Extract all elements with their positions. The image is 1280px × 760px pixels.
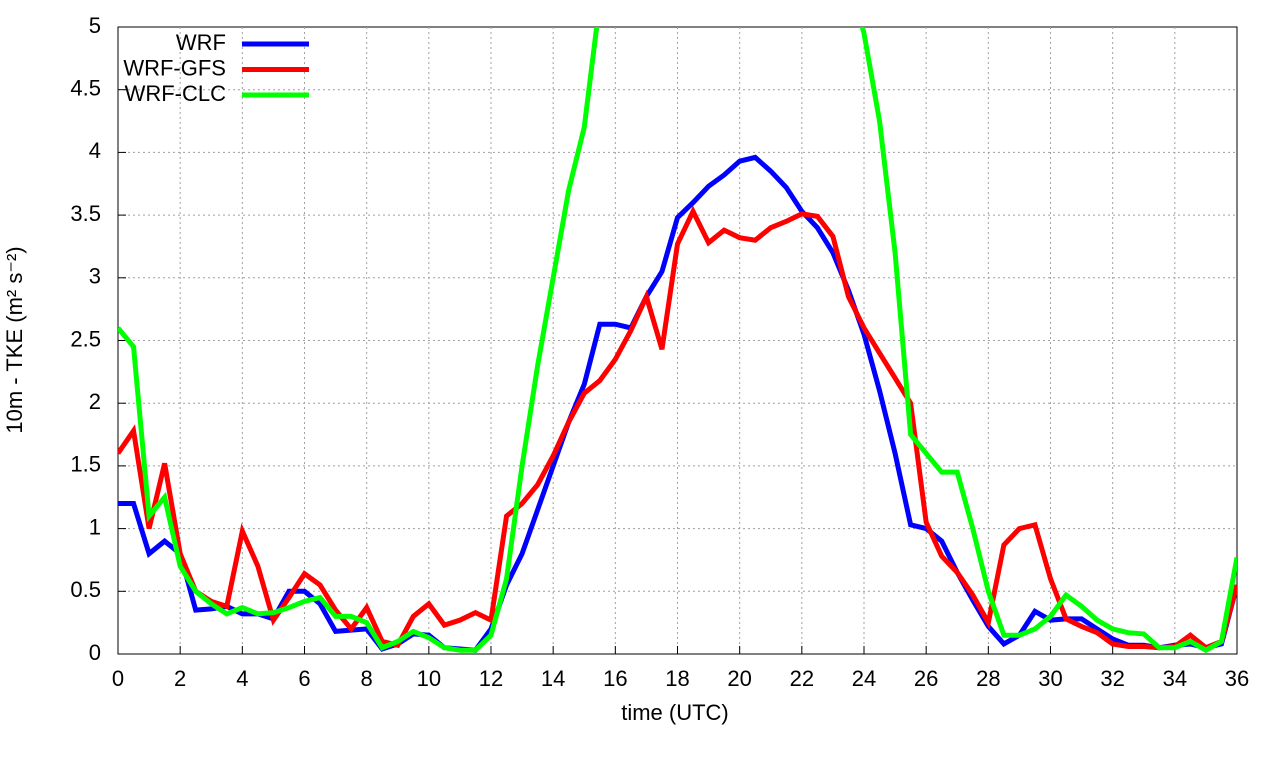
x-tick-label: 10: [417, 666, 441, 691]
legend-label: WRF-CLC: [125, 81, 227, 106]
x-tick-label: 0: [112, 666, 124, 691]
legend-label: WRF-GFS: [123, 55, 226, 80]
y-tick-label: 0: [89, 640, 101, 665]
x-tick-label: 36: [1225, 666, 1249, 691]
y-tick-label: 3.5: [70, 201, 101, 226]
y-tick-label: 3: [89, 264, 101, 289]
x-tick-label: 16: [603, 666, 627, 691]
x-tick-label: 22: [790, 666, 814, 691]
y-tick-label: 5: [89, 13, 101, 38]
x-tick-label: 24: [852, 666, 876, 691]
x-tick-label: 8: [361, 666, 373, 691]
x-tick-label: 14: [541, 666, 565, 691]
x-tick-label: 6: [298, 666, 310, 691]
data-line: [118, 27, 1237, 654]
y-axis-label: 10m - TKE (m² s⁻²): [2, 246, 27, 433]
x-tick-label: 34: [1163, 666, 1187, 691]
y-tick-label: 2.5: [70, 326, 101, 351]
y-tick-label: 4.5: [70, 76, 101, 101]
y-tick-label: 4: [89, 138, 101, 163]
x-tick-label: 4: [236, 666, 248, 691]
data-line: [118, 205, 1237, 651]
x-tick-label: 20: [727, 666, 751, 691]
x-tick-label: 30: [1038, 666, 1062, 691]
x-tick-label: 32: [1100, 666, 1124, 691]
y-tick-label: 0.5: [70, 577, 101, 602]
x-axis-label: time (UTC): [621, 700, 729, 725]
x-tick-label: 12: [479, 666, 503, 691]
y-tick-label: 1: [89, 514, 101, 539]
x-tick-label: 28: [976, 666, 1000, 691]
x-tick-label: 18: [665, 666, 689, 691]
data-line: [118, 154, 1237, 653]
x-tick-label: 26: [914, 666, 938, 691]
y-tick-label: 1.5: [70, 452, 101, 477]
y-tick-label: 2: [89, 389, 101, 414]
legend-label: WRF: [176, 30, 226, 55]
x-tick-label: 2: [174, 666, 186, 691]
